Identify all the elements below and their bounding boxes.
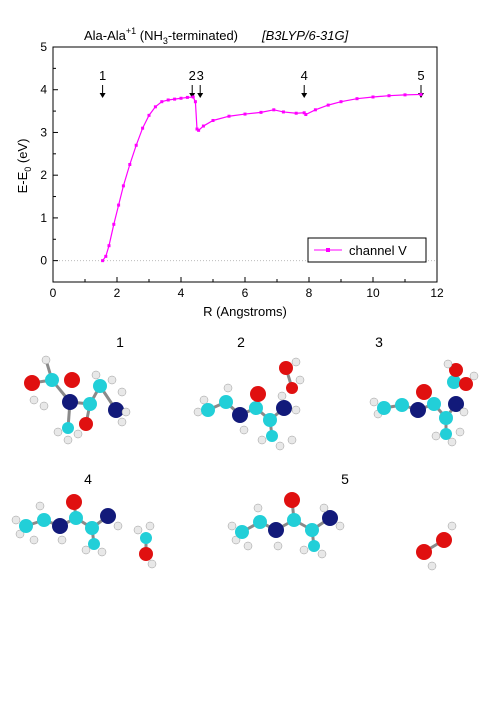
structure-label-1: 1 — [116, 334, 124, 350]
data-point — [166, 98, 170, 102]
structure-label-4: 4 — [84, 471, 92, 487]
data-point — [243, 112, 247, 116]
marker-arrow-head — [197, 93, 204, 98]
structure-label-3: 3 — [375, 334, 383, 350]
data-point — [371, 95, 375, 99]
molecule-structure-5 — [227, 492, 457, 571]
data-point — [387, 94, 391, 98]
chart-title: Ala-Ala+1 (NH3-terminated) — [84, 26, 238, 46]
data-point — [104, 254, 108, 258]
molecule-structure-1 — [24, 355, 131, 445]
y-axis-label: E-E0 (eV) — [15, 139, 33, 194]
data-point — [259, 110, 263, 114]
marker-label-1: 1 — [99, 68, 106, 83]
data-point — [128, 163, 132, 166]
marker-arrow-head — [301, 93, 308, 98]
data-point — [160, 100, 164, 104]
x-tick-label-4: 4 — [178, 286, 185, 300]
data-point — [201, 124, 205, 128]
data-point — [185, 95, 189, 99]
data-point — [173, 97, 177, 101]
data-point — [147, 113, 151, 117]
data-point — [112, 222, 116, 226]
data-point — [134, 143, 138, 147]
marker-label-3: 3 — [197, 68, 204, 83]
data-point — [403, 93, 407, 97]
y-tick-label-1: 1 — [40, 211, 47, 225]
data-point — [326, 103, 330, 107]
series-line — [102, 93, 422, 261]
structure-label-2: 2 — [237, 334, 245, 350]
y-tick-label-0: 0 — [40, 254, 47, 268]
series-channel-v — [101, 92, 423, 263]
y-tick-label-5: 5 — [40, 40, 47, 54]
data-point — [304, 113, 308, 117]
method-label: [B3LYP/6-31G] — [261, 28, 349, 43]
marker-label-5: 5 — [417, 68, 424, 83]
molecule-structure-3 — [369, 359, 479, 447]
y-tick-label-3: 3 — [40, 125, 47, 139]
molecule-structure-2 — [193, 357, 305, 451]
data-point — [302, 111, 306, 115]
data-point — [227, 114, 231, 118]
data-point — [211, 118, 215, 122]
data-point — [141, 126, 145, 130]
data-point — [197, 128, 201, 132]
y-tick-label-2: 2 — [40, 168, 47, 182]
x-tick-label-8: 8 — [306, 286, 313, 300]
data-point — [195, 127, 199, 131]
x-axis-label: R (Angstroms) — [203, 304, 287, 319]
data-point — [121, 184, 125, 188]
marker-arrow-head — [99, 93, 106, 98]
x-tick-label-10: 10 — [366, 286, 380, 300]
legend-marker-swatch — [326, 248, 330, 252]
marker-label-4: 4 — [301, 68, 308, 83]
legend-label: channel V — [349, 243, 407, 258]
legend: channel V — [307, 237, 427, 263]
data-point — [179, 96, 183, 100]
data-point — [153, 105, 157, 109]
molecule-structure-4 — [11, 494, 157, 569]
x-tick-label-2: 2 — [114, 286, 121, 300]
structure-label-5: 5 — [341, 471, 349, 487]
data-point — [313, 108, 317, 112]
data-point — [191, 95, 195, 99]
data-point — [101, 259, 105, 263]
data-point — [281, 110, 285, 114]
data-point — [117, 203, 121, 207]
data-point — [419, 92, 423, 96]
marker-label-2: 2 — [189, 68, 196, 83]
data-point — [339, 100, 343, 104]
x-tick-label-6: 6 — [242, 286, 249, 300]
data-point — [355, 97, 359, 101]
x-tick-label-12: 12 — [430, 286, 444, 300]
data-point — [107, 244, 111, 248]
y-tick-label-4: 4 — [40, 83, 47, 97]
data-point — [272, 108, 276, 112]
data-point — [294, 111, 298, 115]
data-point — [193, 100, 197, 104]
x-tick-label-0: 0 — [50, 286, 57, 300]
